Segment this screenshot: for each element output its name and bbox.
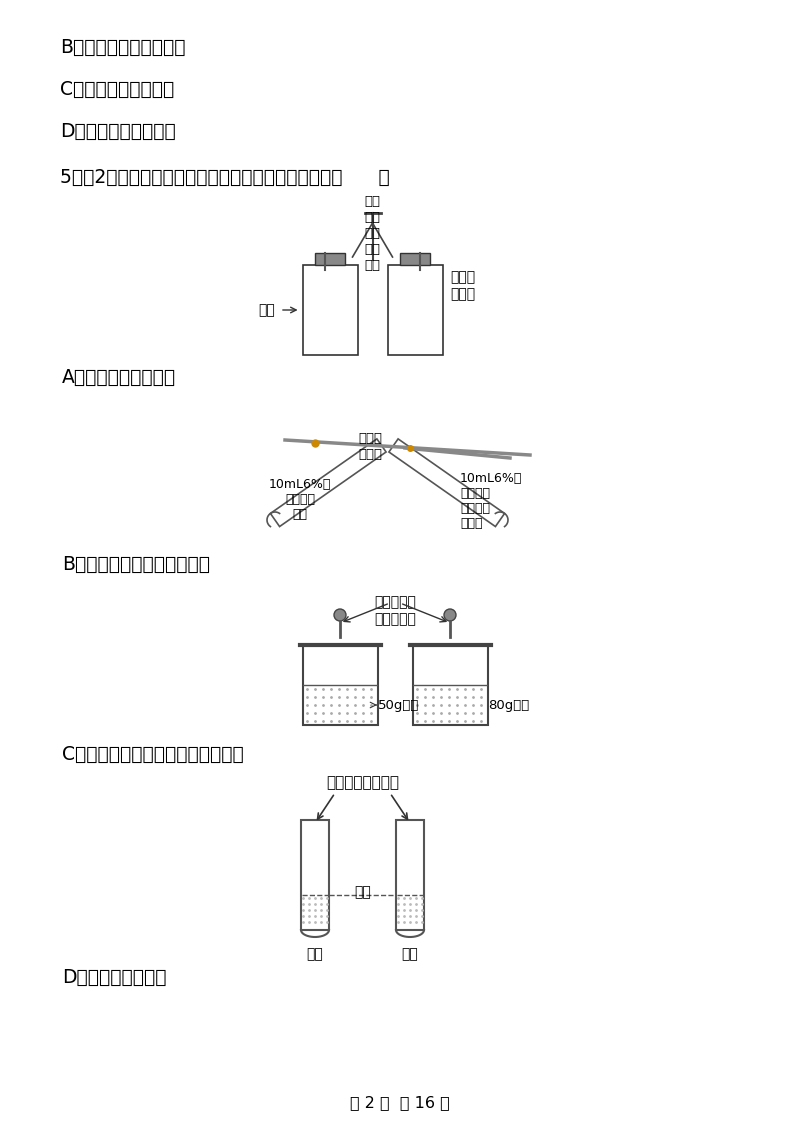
Polygon shape (315, 252, 345, 265)
Text: 相同
滴数
的澄
清石
灰水: 相同 滴数 的澄 清石 灰水 (365, 195, 381, 272)
Text: 空气: 空气 (258, 303, 275, 317)
Text: C、比较运动对微粒运动速率的影响: C、比较运动对微粒运动速率的影响 (62, 745, 244, 764)
Polygon shape (400, 252, 430, 265)
Text: D、区分硬水和软水: D、区分硬水和软水 (62, 968, 166, 987)
Text: 硬水: 硬水 (306, 947, 323, 961)
Text: 50g冷水: 50g冷水 (378, 698, 419, 712)
Text: 10mL6%的
过氧化氢
溶液: 10mL6%的 过氧化氢 溶液 (269, 478, 331, 521)
Text: C．石墨烯具有导电性: C．石墨烯具有导电性 (60, 80, 174, 98)
Text: 第 2 页  共 16 页: 第 2 页 共 16 页 (350, 1095, 450, 1110)
Text: A、比较二氧化碳含量: A、比较二氧化碳含量 (62, 368, 176, 387)
Text: B、研究二氧化锰的催化作用: B、研究二氧化锰的催化作用 (62, 555, 210, 574)
Text: 加入相同滴
数的红墨水: 加入相同滴 数的红墨水 (374, 595, 416, 626)
Text: D．石墨烯具有导热性: D．石墨烯具有导热性 (60, 122, 176, 142)
Circle shape (444, 609, 456, 621)
Text: 人体呼
出气体: 人体呼 出气体 (450, 271, 476, 301)
Text: 5．（2分）下列实验方案的设计中，不能达到目的是（      ）: 5．（2分）下列实验方案的设计中，不能达到目的是（ ） (60, 168, 390, 187)
Text: 软水: 软水 (402, 947, 418, 961)
Circle shape (334, 609, 346, 621)
Text: 80g热水: 80g热水 (488, 698, 530, 712)
Text: 带火星
的木条: 带火星 的木条 (358, 432, 382, 461)
Text: 10mL6%的
过氧化氢
溶液和二
氧化锰: 10mL6%的 过氧化氢 溶液和二 氧化锰 (460, 472, 522, 530)
Text: 加入等量的肥皂水: 加入等量的肥皂水 (326, 775, 399, 790)
Text: B．石墨烯是一种化合物: B．石墨烯是一种化合物 (60, 38, 186, 57)
Text: 等量: 等量 (354, 885, 371, 899)
